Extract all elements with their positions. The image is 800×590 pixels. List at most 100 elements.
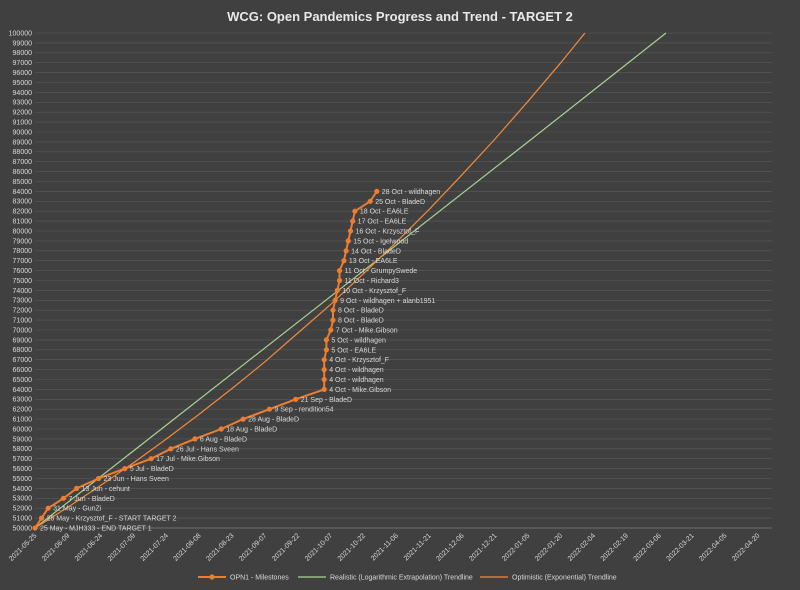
legend-marker-milestones: [209, 574, 215, 580]
milestone-point: [350, 218, 356, 224]
y-tick-label: 75000: [13, 278, 33, 285]
milestone-point: [343, 248, 349, 254]
legend: OPN1 - Milestones Realistic (Logarithmic…: [198, 574, 617, 582]
y-tick-label: 67000: [13, 357, 33, 364]
milestone-label: 18 Aug - BladeD: [226, 427, 277, 434]
milestone-point: [330, 307, 336, 313]
y-tick-label: 53000: [13, 496, 33, 503]
y-tick-label: 55000: [13, 476, 33, 483]
milestone-label: 13 Jun - cehunt: [82, 486, 130, 493]
milestone-point: [352, 208, 358, 214]
milestone-point: [336, 277, 343, 284]
y-tick-label: 77000: [13, 258, 33, 265]
milestone-label: 25 May - MJH333 - END TARGET 1: [40, 526, 152, 533]
legend-item-milestones: OPN1 - Milestones: [198, 574, 289, 582]
milestone-label: 28 May - Krzysztof_F - START TARGET 2: [47, 516, 177, 523]
milestone-label: 8 Oct - BladeD: [338, 318, 384, 325]
milestone-point: [168, 446, 174, 452]
milestone-label: 5 Oct - EA6LE: [331, 347, 376, 354]
y-tick-label: 95000: [13, 80, 33, 87]
y-tick-label: 71000: [13, 318, 33, 325]
y-tick-label: 59000: [13, 436, 33, 443]
y-tick-label: 93000: [13, 100, 33, 107]
milestone-point: [328, 327, 334, 333]
y-tick-label: 73000: [13, 298, 33, 305]
milestone-point: [122, 466, 128, 472]
y-tick-label: 56000: [13, 466, 33, 473]
legend-label-realistic: Realistic (Logarithmic Extrapolation) Tr…: [330, 575, 473, 582]
milestone-point: [95, 475, 102, 482]
y-tick-label: 60000: [13, 426, 33, 433]
y-tick-label: 100000: [9, 30, 32, 37]
y-tick-label: 50000: [13, 525, 33, 532]
chart-title: WCG: Open Pandemics Progress and Trend -…: [227, 9, 573, 24]
y-tick-label: 94000: [13, 90, 33, 97]
legend-label-optimistic: Optimistic (Exponential) Trendline: [512, 575, 617, 582]
milestone-label: 25 Oct - BladeD: [375, 199, 425, 206]
y-tick-label: 89000: [13, 139, 33, 146]
y-tick-label: 58000: [13, 446, 33, 453]
milestone-point: [32, 525, 38, 531]
milestone-point: [148, 456, 154, 462]
milestone-point: [341, 258, 347, 264]
milestone-point: [266, 406, 273, 412]
milestone-label: 17 Oct - EA6LE: [358, 219, 407, 226]
y-tick-label: 98000: [13, 50, 33, 57]
milestone-label: 23 Jun - Hans Sveen: [104, 476, 169, 483]
y-tick-label: 62000: [13, 407, 33, 414]
y-tick-label: 82000: [13, 209, 33, 216]
milestone-label: 11 Oct - Richard3: [345, 278, 399, 285]
milestone-point: [38, 515, 45, 521]
milestone-point: [321, 357, 327, 363]
y-tick-label: 91000: [13, 120, 33, 127]
y-tick-label: 85000: [13, 179, 33, 186]
y-tick-label: 61000: [13, 417, 33, 424]
milestone-label: 18 Oct - EA6LE: [360, 209, 409, 216]
milestone-point: [218, 426, 224, 432]
milestone-label: 16 Oct - Krzysztof_F: [355, 229, 419, 236]
milestone-label: 28 Aug - BladeD: [248, 417, 299, 424]
y-tick-label: 81000: [13, 219, 33, 226]
y-tick-label: 54000: [13, 486, 33, 493]
y-tick-label: 80000: [13, 228, 33, 235]
milestone-label: 7 Oct - Mike.Gibson: [336, 328, 398, 335]
milestone-label: 28 Oct - wildhagen: [382, 189, 440, 196]
milestone-label: 6 Aug - BladeD: [200, 436, 247, 443]
y-tick-label: 87000: [13, 159, 33, 166]
y-tick-label: 97000: [13, 60, 33, 67]
y-tick-label: 69000: [13, 337, 33, 344]
milestone-label: 5 Jul - BladeD: [130, 466, 174, 473]
y-tick-label: 72000: [13, 308, 33, 315]
milestone-point: [323, 347, 329, 353]
gridlines: [35, 32, 772, 529]
y-tick-label: 96000: [13, 70, 33, 77]
milestone-label: 9 Sep - rendition54: [274, 407, 333, 414]
milestone-point: [321, 376, 327, 383]
y-tick-label: 65000: [13, 377, 33, 384]
milestone-point: [374, 188, 380, 194]
milestone-label: 4 Oct - Krzysztof_F: [329, 357, 389, 364]
milestone-point: [332, 297, 338, 303]
milestone-label: 4 Oct - wildhagen: [329, 377, 384, 384]
milestone-label: 31 May - GunZi: [53, 506, 102, 513]
milestone-point: [74, 485, 80, 491]
y-tick-label: 78000: [13, 248, 33, 255]
y-tick-label: 79000: [13, 238, 33, 245]
realistic-trendline: [34, 32, 667, 529]
milestone-label: 17 Jul - Mike.Gibson: [156, 456, 220, 463]
milestone-point: [336, 268, 343, 274]
legend-label-milestones: OPN1 - Milestones: [230, 575, 289, 582]
milestone-data-labels: 25 May - MJH333 - END TARGET 1 28 May - K…: [40, 189, 440, 533]
y-tick-label: 68000: [13, 347, 33, 354]
y-tick-label: 88000: [13, 149, 33, 156]
y-tick-label: 90000: [13, 129, 33, 136]
y-tick-label: 66000: [13, 367, 33, 374]
milestone-label: 9 Oct - wildhagen + alanb1951: [340, 298, 435, 305]
y-tick-label: 76000: [13, 268, 33, 275]
y-tick-label: 92000: [13, 110, 33, 117]
milestone-point: [321, 367, 327, 373]
milestone-label: 10 Oct - Krzysztof_F: [342, 288, 406, 295]
